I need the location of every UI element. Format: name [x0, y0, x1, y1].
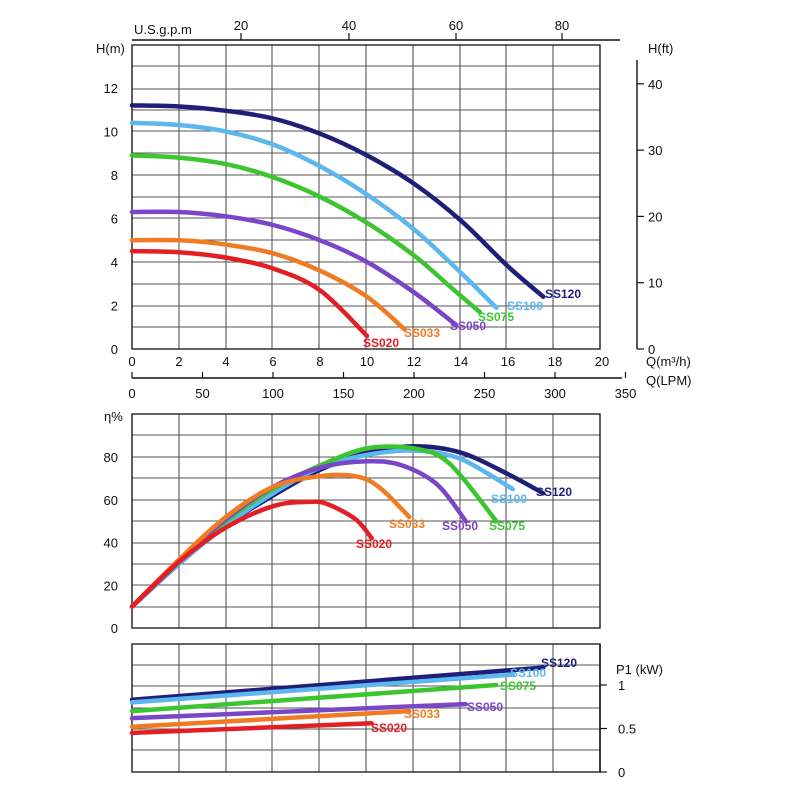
gpm-axis-label: U.S.g.p.m — [134, 22, 192, 37]
eff-label-ss050: SS050 — [442, 519, 478, 533]
head-label-ss120: SS120 — [545, 287, 581, 301]
head-y-tick-label: 0 — [111, 342, 118, 357]
lpm-tick-label: 100 — [262, 386, 284, 401]
q-m3h-tick-label: 12 — [407, 354, 421, 369]
head-curve-ss050 — [129, 209, 459, 328]
head-chart-panel: U.S.g.p.m 20 40 60 80H(m)024681012H(ft)01020… — [96, 18, 692, 401]
q-m3h-tick-label: 6 — [269, 354, 276, 369]
q-m3h-tick-label: 8 — [316, 354, 323, 369]
q-m3h-axis-label: Q(m³/h) — [646, 354, 691, 369]
eff-y-axis-label: η% — [104, 409, 123, 424]
ft-tick-label: 0 — [648, 342, 655, 357]
lpm-tick-label: 300 — [544, 386, 566, 401]
pow-label-ss020: SS020 — [371, 721, 407, 735]
ft-tick-label: 20 — [648, 209, 662, 224]
eff-y-tick-label: 60 — [104, 493, 118, 508]
head-label-ss050: SS050 — [450, 319, 486, 333]
pow-label-ss120: SS120 — [541, 656, 577, 670]
head-curve-ss020 — [129, 248, 370, 339]
head-y-tick-label: 2 — [111, 299, 118, 314]
ft-tick-label: 10 — [648, 276, 662, 291]
power-tick-label: 0.5 — [618, 722, 636, 737]
eff-label-ss075: SS075 — [489, 519, 525, 533]
eff-y-tick-label: 80 — [104, 450, 118, 465]
head-label-ss033: SS033 — [404, 326, 440, 340]
plot-frame — [131, 413, 601, 629]
lpm-tick-label: 350 — [615, 386, 637, 401]
plot-frame — [131, 44, 601, 350]
gpm-tick-label: 60 — [449, 18, 463, 33]
eff-label-ss100: SS100 — [491, 492, 527, 506]
head-curve-ss120 — [129, 103, 546, 300]
gpm-tick-label: 20 — [234, 18, 248, 33]
head-y-axis-label: H(m) — [96, 41, 125, 56]
ft-axis-label: H(ft) — [648, 41, 673, 56]
q-m3h-tick-label: 14 — [454, 354, 468, 369]
q-m3h-tick-label: 20 — [595, 354, 609, 369]
ft-tick-label: 30 — [648, 143, 662, 158]
ft-tick-label: 40 — [648, 77, 662, 92]
head-label-ss100: SS100 — [507, 299, 543, 313]
lpm-tick-label: 0 — [128, 386, 135, 401]
pow-label-ss100: SS100 — [510, 666, 546, 680]
lpm-tick-label: 150 — [333, 386, 355, 401]
head-curve-ss075 — [129, 153, 483, 315]
gpm-tick-label: 80 — [555, 18, 569, 33]
power-y-axis-label: P1 (kW) — [616, 662, 663, 677]
head-y-tick-label: 12 — [104, 81, 118, 96]
eff-curve-ss020 — [129, 499, 374, 609]
eff-label-ss020: SS020 — [356, 537, 392, 551]
pow-curve-ss100 — [129, 672, 515, 705]
gpm-tick-label: 40 — [342, 18, 356, 33]
pow-label-ss075: SS075 — [500, 679, 536, 693]
q-m3h-tick-label: 4 — [222, 354, 229, 369]
q-m3h-tick-label: 0 — [128, 354, 135, 369]
eff-label-ss120: SS120 — [536, 485, 572, 499]
lpm-axis-label: Q(LPM) — [646, 373, 692, 388]
q-m3h-tick-label: 2 — [175, 354, 182, 369]
head-curve-ss100 — [129, 120, 499, 310]
head-label-ss075: SS075 — [478, 310, 514, 324]
head-y-tick-label: 10 — [104, 125, 118, 140]
head-label-ss020: SS020 — [363, 336, 399, 350]
head-curve-ss033 — [129, 237, 407, 332]
lpm-tick-label: 250 — [474, 386, 496, 401]
eff-label-ss033: SS033 — [389, 517, 425, 531]
power-tick-label: 1 — [618, 678, 625, 693]
q-m3h-tick-label: 18 — [548, 354, 562, 369]
eff-y-tick-label: 0 — [111, 621, 118, 636]
lpm-tick-label: 50 — [195, 386, 209, 401]
q-m3h-tick-label: 16 — [501, 354, 515, 369]
head-y-tick-label: 4 — [111, 255, 118, 270]
head-y-tick-label: 8 — [111, 168, 118, 183]
pow-curve-ss033 — [129, 708, 412, 730]
pow-curve-ss120 — [129, 665, 546, 703]
pow-curve-ss050 — [129, 701, 468, 721]
pow-curve-ss075 — [129, 682, 499, 714]
pow-label-ss050: SS050 — [467, 700, 503, 714]
pow-label-ss033: SS033 — [404, 707, 440, 721]
q-m3h-tick-label: 10 — [360, 354, 374, 369]
pow-curve-ss020 — [129, 721, 374, 736]
head-y-tick-label: 6 — [111, 212, 118, 227]
eff-y-tick-label: 20 — [104, 578, 118, 593]
lpm-tick-label: 200 — [403, 386, 425, 401]
power-tick-label: 0 — [618, 765, 625, 780]
eff-y-tick-label: 40 — [104, 536, 118, 551]
efficiency-chart-panel: η% 0 20 40 60 80 SS120 SS100 SS075 SS050 SS033 SS02… — [104, 409, 601, 636]
